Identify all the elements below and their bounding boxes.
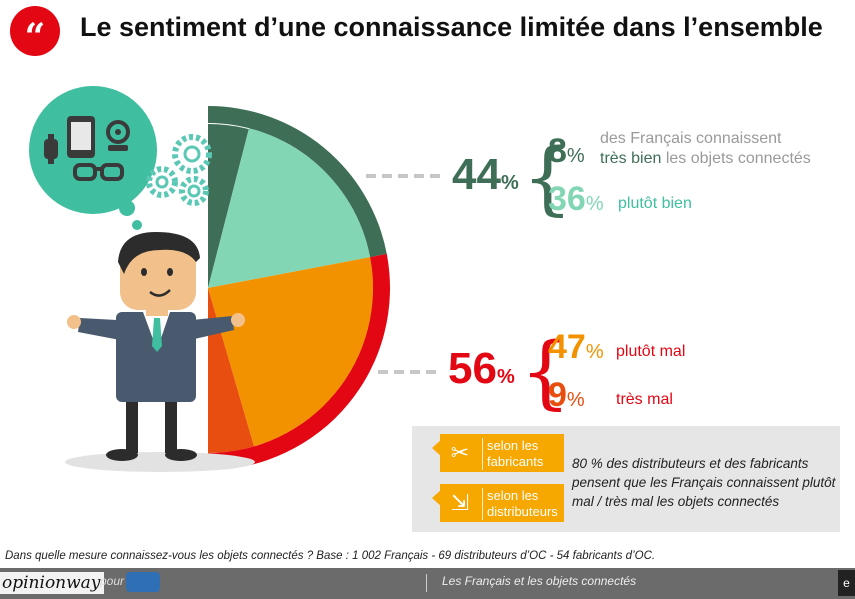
value-tres-mal-number: 9 bbox=[548, 376, 567, 414]
pie-slice-1-0 bbox=[208, 257, 373, 447]
footer-title: Les Français et les objets connectés bbox=[442, 574, 637, 588]
value-tres-mal: 9% bbox=[548, 376, 585, 415]
total-negative: 56% bbox=[448, 344, 515, 394]
value-plutot-bien-number: 36 bbox=[548, 180, 586, 218]
brand-pour: pour bbox=[100, 574, 125, 588]
info-text: 80 % des distributeurs et des fabricants… bbox=[572, 456, 836, 509]
total-negative-unit: % bbox=[496, 366, 515, 388]
total-positive-value: 44 bbox=[452, 150, 501, 199]
info-box: ✂ selon les fabricants ⇲ selon les distr… bbox=[412, 426, 840, 532]
label-plutot-mal: plutôt mal bbox=[616, 343, 686, 360]
value-tres-bien-unit: % bbox=[566, 145, 585, 167]
watch-icon bbox=[44, 134, 58, 164]
total-negative-value: 56 bbox=[448, 344, 497, 393]
thought-bubble bbox=[29, 86, 157, 230]
brace-negative: { bbox=[520, 325, 571, 418]
label-tres-bien-line1: des Français connaissent bbox=[600, 130, 782, 147]
label-tres-bien: des Français connaissent très bien les o… bbox=[600, 129, 811, 169]
brace-positive: { bbox=[522, 131, 573, 224]
footnote: Dans quelle mesure connaissez-vous les o… bbox=[5, 550, 656, 562]
label-plutot-bien: plutôt bien bbox=[618, 195, 692, 212]
webcam-icon bbox=[106, 120, 130, 151]
pie-chart bbox=[208, 106, 390, 470]
footer-bar: opinionway pour Les Français et les obje… bbox=[0, 568, 855, 599]
pie-slice-0-1 bbox=[208, 128, 371, 288]
tag-fabricants: ✂ selon les fabricants bbox=[440, 434, 564, 472]
value-tres-bien-number: 8 bbox=[548, 132, 567, 170]
page-title: Le sentiment d’une connaissance limitée … bbox=[80, 12, 823, 42]
label-tres-bien-line2: très bien les objets connectés bbox=[600, 150, 811, 167]
tag-distributeurs-label: selon les distributeurs bbox=[482, 488, 567, 520]
pie-ring-0 bbox=[208, 106, 387, 258]
tag-distributeurs: ⇲ selon les distributeurs bbox=[440, 484, 564, 522]
client-logo-icon bbox=[126, 572, 160, 592]
total-positive: 44% bbox=[452, 150, 519, 200]
value-tres-bien: 8% bbox=[548, 132, 585, 171]
businessman-illustration bbox=[65, 232, 255, 472]
total-positive-unit: % bbox=[500, 172, 519, 194]
value-plutot-mal-number: 47 bbox=[548, 328, 586, 366]
page-corner-tab[interactable]: e bbox=[838, 570, 855, 596]
pie-slice-0-0 bbox=[208, 124, 249, 288]
value-plutot-mal: 47% bbox=[548, 328, 604, 367]
tag-fabricants-label: selon les fabricants bbox=[482, 438, 567, 470]
quote-badge-icon: “ bbox=[10, 6, 60, 58]
footer-separator bbox=[426, 574, 427, 592]
phone-icon bbox=[67, 116, 95, 158]
gear-icon bbox=[146, 134, 212, 206]
value-plutot-bien: 36% bbox=[548, 180, 604, 219]
value-plutot-mal-unit: % bbox=[585, 341, 604, 363]
tools-icon: ✂ bbox=[450, 440, 470, 465]
dolly-icon: ⇲ bbox=[450, 490, 470, 515]
value-plutot-bien-unit: % bbox=[585, 193, 604, 215]
chart-area bbox=[29, 86, 440, 472]
value-tres-mal-unit: % bbox=[566, 389, 585, 411]
brand-logo-text: opinionway bbox=[0, 572, 105, 594]
label-tres-mal: très mal bbox=[616, 391, 673, 408]
pie-ring-1 bbox=[208, 253, 390, 470]
glasses-icon bbox=[73, 163, 124, 181]
